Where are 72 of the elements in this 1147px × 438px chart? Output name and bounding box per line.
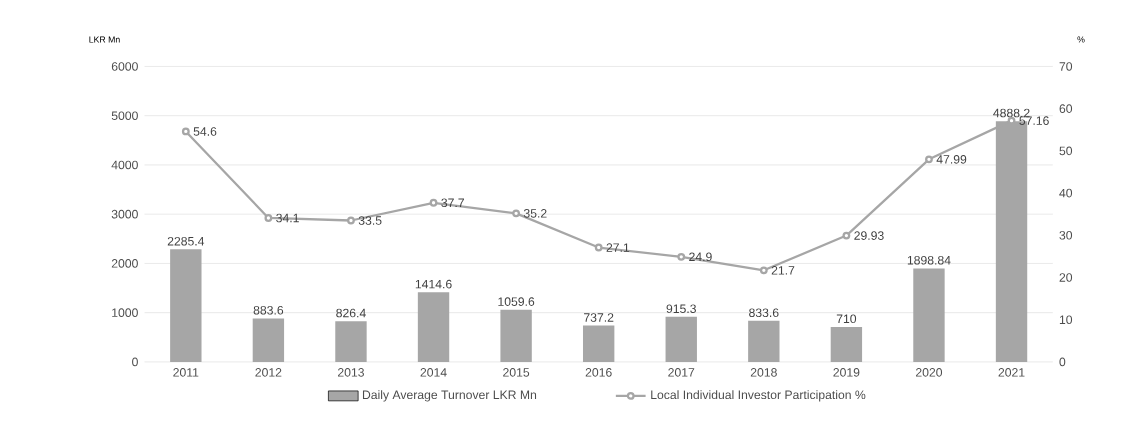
bar (252, 318, 285, 362)
y-tick-label: 0 (132, 357, 138, 367)
x-tick-label: 2011 (173, 367, 199, 377)
bar (748, 320, 780, 362)
data-label: 737.2 (584, 313, 614, 322)
data-label: 833.6 (749, 308, 779, 317)
y2-tick-label: 60 (1059, 104, 1073, 113)
y2-tick-label: 10 (1059, 315, 1073, 324)
point (842, 231, 851, 240)
x-tick-label: 2016 (585, 367, 612, 377)
data-label: 826.4 (336, 308, 366, 318)
point (512, 209, 521, 218)
point (594, 243, 603, 252)
data-label: 1059.6 (498, 297, 535, 306)
y2-axis-title: % (1077, 36, 1085, 43)
x-tick-label: 2014 (420, 367, 447, 377)
x-tick-label: 2017 (668, 367, 695, 377)
data-label: 915.3 (666, 304, 696, 313)
data-label: 21.7 (771, 265, 795, 275)
bar (417, 292, 450, 362)
point (181, 127, 190, 136)
y2-tick-label: 40 (1059, 188, 1073, 198)
x-tick-label: 2020 (916, 367, 943, 377)
point (347, 216, 355, 225)
y-tick-label: 2000 (111, 259, 138, 268)
y-tick-label: 5000 (111, 111, 138, 120)
x-tick-label: 2019 (833, 367, 860, 377)
point (925, 155, 933, 164)
data-label: 35.2 (523, 208, 547, 218)
point (429, 198, 438, 207)
data-label: 29.93 (854, 231, 884, 240)
bar (500, 309, 532, 362)
y2-tick-label: 70 (1059, 62, 1073, 71)
data-label: 54.6 (193, 127, 217, 136)
x-tick-label: 2018 (750, 367, 777, 377)
point (264, 213, 273, 222)
x-tick-label: 2013 (338, 367, 364, 377)
data-label: 37.7 (441, 198, 464, 207)
bar (665, 316, 697, 362)
data-label: 33.5 (358, 216, 382, 225)
x-tick-label: 2015 (503, 367, 530, 377)
bar (335, 321, 367, 362)
data-label: 57.16 (1019, 116, 1049, 125)
legend-label: Local Individual Investor Participation % (651, 390, 866, 402)
point (677, 252, 686, 261)
y-axis-title: LKR Mn (89, 36, 120, 43)
y2-tick-label: 50 (1059, 146, 1073, 156)
data-label: 710 (836, 314, 857, 323)
y-tick-label: 1000 (112, 308, 138, 317)
y-tick-label: 6000 (111, 62, 138, 71)
y2-tick-label: 30 (1059, 230, 1073, 240)
data-label: 4888.2 (993, 108, 1030, 118)
data-label: 2285.4 (167, 236, 205, 246)
bar (830, 326, 863, 362)
y2-tick-label: 0 (1059, 357, 1066, 367)
y-tick-label: 4000 (111, 160, 138, 170)
x-tick-label: 2012 (255, 367, 282, 377)
point (759, 266, 768, 275)
y-tick-label: 3000 (111, 209, 138, 219)
x-tick-label: 2021 (998, 367, 1025, 377)
data-label: 1898.84 (907, 255, 951, 265)
bar (913, 268, 945, 362)
data-label: 27.1 (606, 243, 630, 252)
bar (582, 325, 615, 362)
data-label: 1414.6 (415, 279, 452, 289)
legend-label: Daily Average Turnover LKR Mn (362, 390, 537, 402)
data-label: 47.99 (936, 154, 967, 164)
data-label: 34.1 (276, 213, 299, 223)
data-label: 24.9 (689, 252, 712, 261)
bar (170, 249, 202, 362)
y2-tick-label: 20 (1059, 273, 1073, 282)
data-label: 883.6 (253, 305, 284, 315)
